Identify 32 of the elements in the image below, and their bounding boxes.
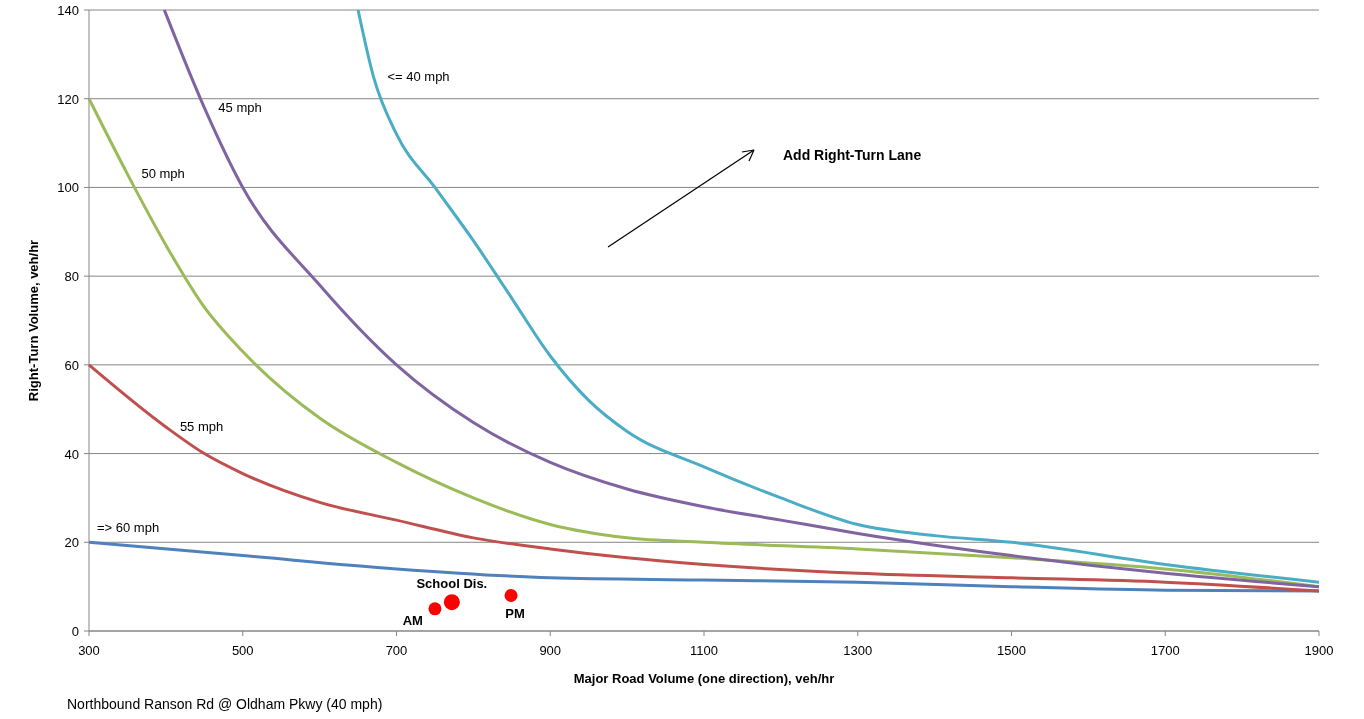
series-label: 45 mph [218,99,262,115]
y-axis-title: Right-Turn Volume, veh/hr [26,239,41,402]
series-label: 50 mph [141,166,185,182]
x-tick-label: 1100 [690,643,718,658]
line-series [87,540,1321,593]
x-tick-label: 700 [385,643,408,658]
text: Northbound Ranson Rd @ Oldham Pkwy (40 mph) [67,696,383,712]
x-tick-label: 1700 [1150,643,1180,658]
x-tick-label: 300 [78,643,100,658]
y-tick-label: 120 [57,91,79,107]
y-tick-label: 80 [64,269,79,285]
y-tick-label: 60 [64,357,79,373]
line-series [87,363,1321,593]
y-tick-label: 100 [57,180,79,196]
y-tick-label: 40 [64,446,79,462]
series-label: PM [505,605,525,621]
y-tick-label: 20 [64,535,79,551]
x-tick-label: 500 [231,643,254,658]
y-tick-label: 0 [71,624,79,639]
y-tick-label: 140 [57,3,79,18]
series-label: AM [402,612,423,628]
line-series [162,8,1321,589]
series-label: <= 40 mph [387,68,450,84]
annotation: Add Right-Turn Lane [783,147,922,163]
x-tick-label: 1900 [1304,643,1334,658]
x-tick-label: 1300 [843,643,873,658]
series-label: => 60 mph [97,520,160,536]
x-tick-label: 1500 [997,643,1026,658]
x-axis-title: Major Road Volume (one direction), veh/hr [573,671,835,686]
series-label: 55 mph [179,418,224,434]
series-label: School Dis. [416,576,488,592]
x-tick-label: 900 [539,643,562,658]
